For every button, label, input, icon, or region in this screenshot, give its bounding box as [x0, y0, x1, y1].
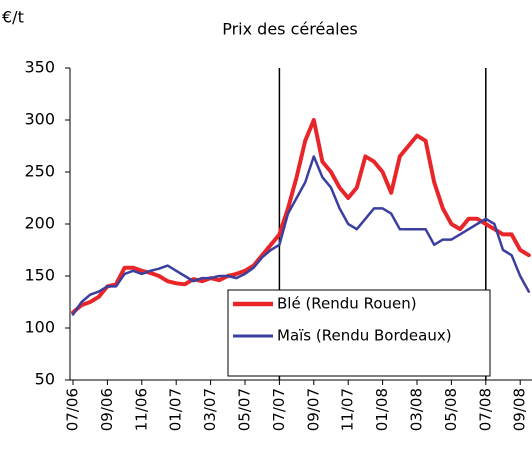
x-tick-label: 07/07 — [270, 388, 288, 431]
legend-label: Maïs (Rendu Bordeaux) — [277, 327, 452, 345]
y-tick-label: 350 — [24, 58, 55, 77]
y-tick-label: 50 — [35, 370, 55, 389]
x-tick-label: 05/07 — [236, 388, 254, 431]
x-tick-label: 09/08 — [511, 388, 529, 431]
x-tick-label: 07/08 — [476, 388, 494, 431]
y-tick-label: 300 — [24, 110, 55, 129]
x-tick-label: 09/06 — [98, 388, 116, 431]
x-tick-label: 03/08 — [408, 388, 426, 431]
legend: Blé (Rendu Rouen) Maïs (Rendu Bordeaux) — [227, 289, 491, 377]
x-tick-label: 09/07 — [304, 388, 322, 431]
y-tick-label: 100 — [24, 318, 55, 337]
series-group — [71, 118, 531, 316]
x-tick-label: 03/07 — [201, 388, 219, 431]
y-tick-label: 150 — [24, 266, 55, 285]
y-tick-label: 250 — [24, 162, 55, 181]
x-tick-label: 07/06 — [64, 388, 82, 431]
x-tick-label: 11/06 — [132, 388, 150, 431]
series-line — [71, 155, 531, 316]
y-axis-label: €/t — [2, 8, 24, 27]
x-tick-label: 01/07 — [167, 388, 185, 431]
chart-title: Prix des céréales — [222, 20, 358, 39]
x-tick-label: 05/08 — [442, 388, 460, 431]
y-tick-label: 200 — [24, 214, 55, 233]
x-tick-label: 01/08 — [373, 388, 391, 431]
series-line — [71, 118, 531, 315]
x-tick-label: 11/07 — [339, 388, 357, 431]
legend-label: Blé (Rendu Rouen) — [277, 295, 417, 313]
